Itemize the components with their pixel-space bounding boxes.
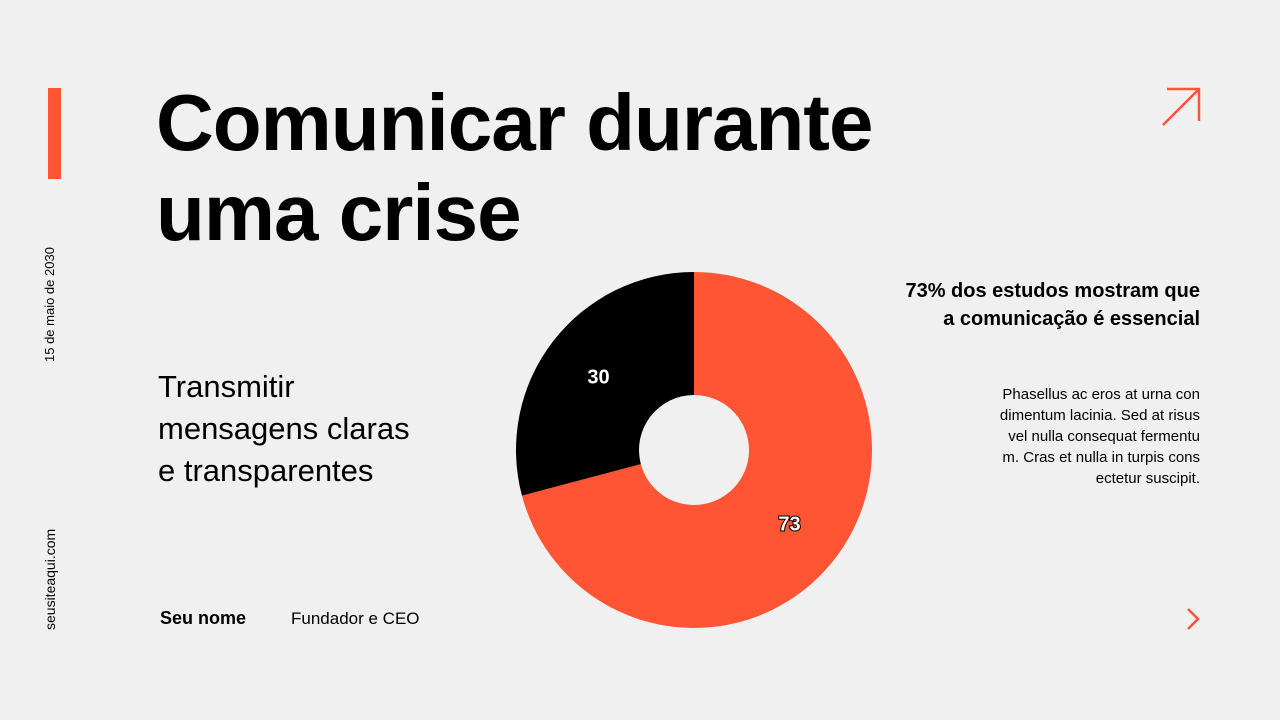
body-line: ectetur suscipit. — [1095, 470, 1200, 487]
body-paragraph: Phasellus ac eros at urna con dimentum l… — [950, 384, 1200, 489]
subtitle-line: mensagens claras — [158, 411, 410, 446]
slide-title: Comunicar durante uma crise — [156, 78, 873, 258]
stat-headline: 73% dos estudos mostram que a comunicaçã… — [905, 277, 1200, 333]
pie-slice-73 — [521, 272, 872, 628]
subtitle-line: e transparentes — [158, 453, 374, 488]
accent-bar — [48, 88, 61, 179]
website-label: seusiteaqui.com — [42, 528, 58, 630]
chevron-right-icon[interactable] — [1182, 606, 1202, 632]
arrow-up-right-icon — [1162, 87, 1201, 126]
pie-label-30: 30 — [587, 367, 609, 389]
slide-subtitle: Transmitir mensagens claras e transparen… — [158, 366, 410, 492]
pie-slice-30 — [516, 272, 694, 496]
title-line: uma crise — [156, 168, 522, 257]
body-line: vel nulla consequat fermentu — [1008, 428, 1200, 445]
slide-date: 15 de maio de 2030 — [42, 247, 57, 362]
stat-line: a comunicação é essencial — [943, 308, 1200, 330]
subtitle-line: Transmitir — [158, 369, 295, 404]
pie-label-73: 73 — [778, 513, 800, 535]
author-role: Fundador e CEO — [291, 609, 420, 628]
body-line: m. Cras et nulla in turpis cons — [1002, 449, 1200, 466]
body-line: dimentum lacinia. Sed at risus — [999, 407, 1200, 424]
title-line: Comunicar durante — [156, 78, 873, 167]
stat-line: 73% dos estudos mostram que — [905, 280, 1200, 302]
author-name: Seu nome — [160, 608, 247, 628]
donut-chart: 73 30 — [516, 272, 872, 628]
body-line: Phasellus ac eros at urna con — [1002, 386, 1200, 403]
